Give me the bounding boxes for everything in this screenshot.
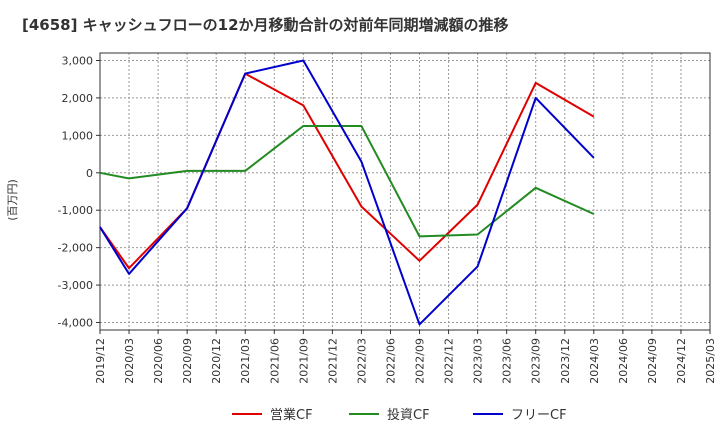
x-tick-label: 2020/03 (123, 338, 136, 384)
x-tick-label: 2024/03 (588, 338, 601, 384)
x-tick-label: 2020/09 (181, 338, 194, 384)
y-tick-label: -1,000 (58, 204, 93, 217)
x-tick-label: 2023/03 (472, 338, 485, 384)
x-tick-label: 2021/06 (268, 338, 281, 384)
series-line-3 (99, 59, 595, 326)
y-axis-label: (百万円) (6, 179, 19, 221)
x-tick-label: 2023/06 (501, 338, 514, 384)
plot-frame (99, 52, 711, 331)
x-tick-label: 2019/12 (94, 338, 107, 384)
x-tick-label: 2021/12 (326, 338, 339, 384)
y-tick-label: 2,000 (62, 92, 94, 105)
x-tick-label: 2024/12 (675, 338, 688, 384)
legend-label-2: 投資CF (387, 407, 430, 423)
y-tick-label: 1,000 (62, 129, 94, 142)
x-tick-label: 2021/03 (239, 338, 252, 384)
legend-label-1: 営業CF (270, 407, 313, 423)
x-tick-label: 2022/12 (443, 338, 456, 384)
chart-title: [4658] キャッシュフローの12か月移動合計の対前年同期増減額の推移 (22, 16, 509, 34)
y-tick-label: 3,000 (62, 54, 94, 67)
x-tick-label: 2021/09 (297, 338, 310, 384)
x-tick-label: 2022/06 (384, 338, 397, 384)
series-line-2 (99, 125, 595, 238)
plot-area: 3,000 2,000 1,000 0 -1,000 -2,000 -3,000 -4,000… (58, 52, 717, 384)
x-tick-label: 2020/12 (210, 338, 223, 384)
x-tick-label: 2023/09 (530, 338, 543, 384)
y-tick-label: -2,000 (58, 242, 93, 255)
x-tick-label: 2020/06 (152, 338, 165, 384)
x-tick-label: 2022/03 (355, 338, 368, 384)
y-tick-label: 0 (86, 167, 93, 180)
y-tick-label: -3,000 (58, 279, 93, 292)
x-tick-label: 2022/09 (414, 338, 427, 384)
x-tick-label: 2025/03 (704, 338, 717, 384)
x-tick-label: 2023/12 (559, 338, 572, 384)
y-tick-label: -4,000 (58, 317, 93, 330)
legend: 営業CF 投資CF フリーCF (232, 407, 567, 423)
plot-background (100, 53, 710, 330)
x-tick-label: 2024/06 (617, 338, 630, 384)
legend-label-3: フリーCF (511, 408, 567, 423)
x-tick-label: 2024/09 (646, 338, 659, 384)
series-line-1 (99, 72, 595, 270)
